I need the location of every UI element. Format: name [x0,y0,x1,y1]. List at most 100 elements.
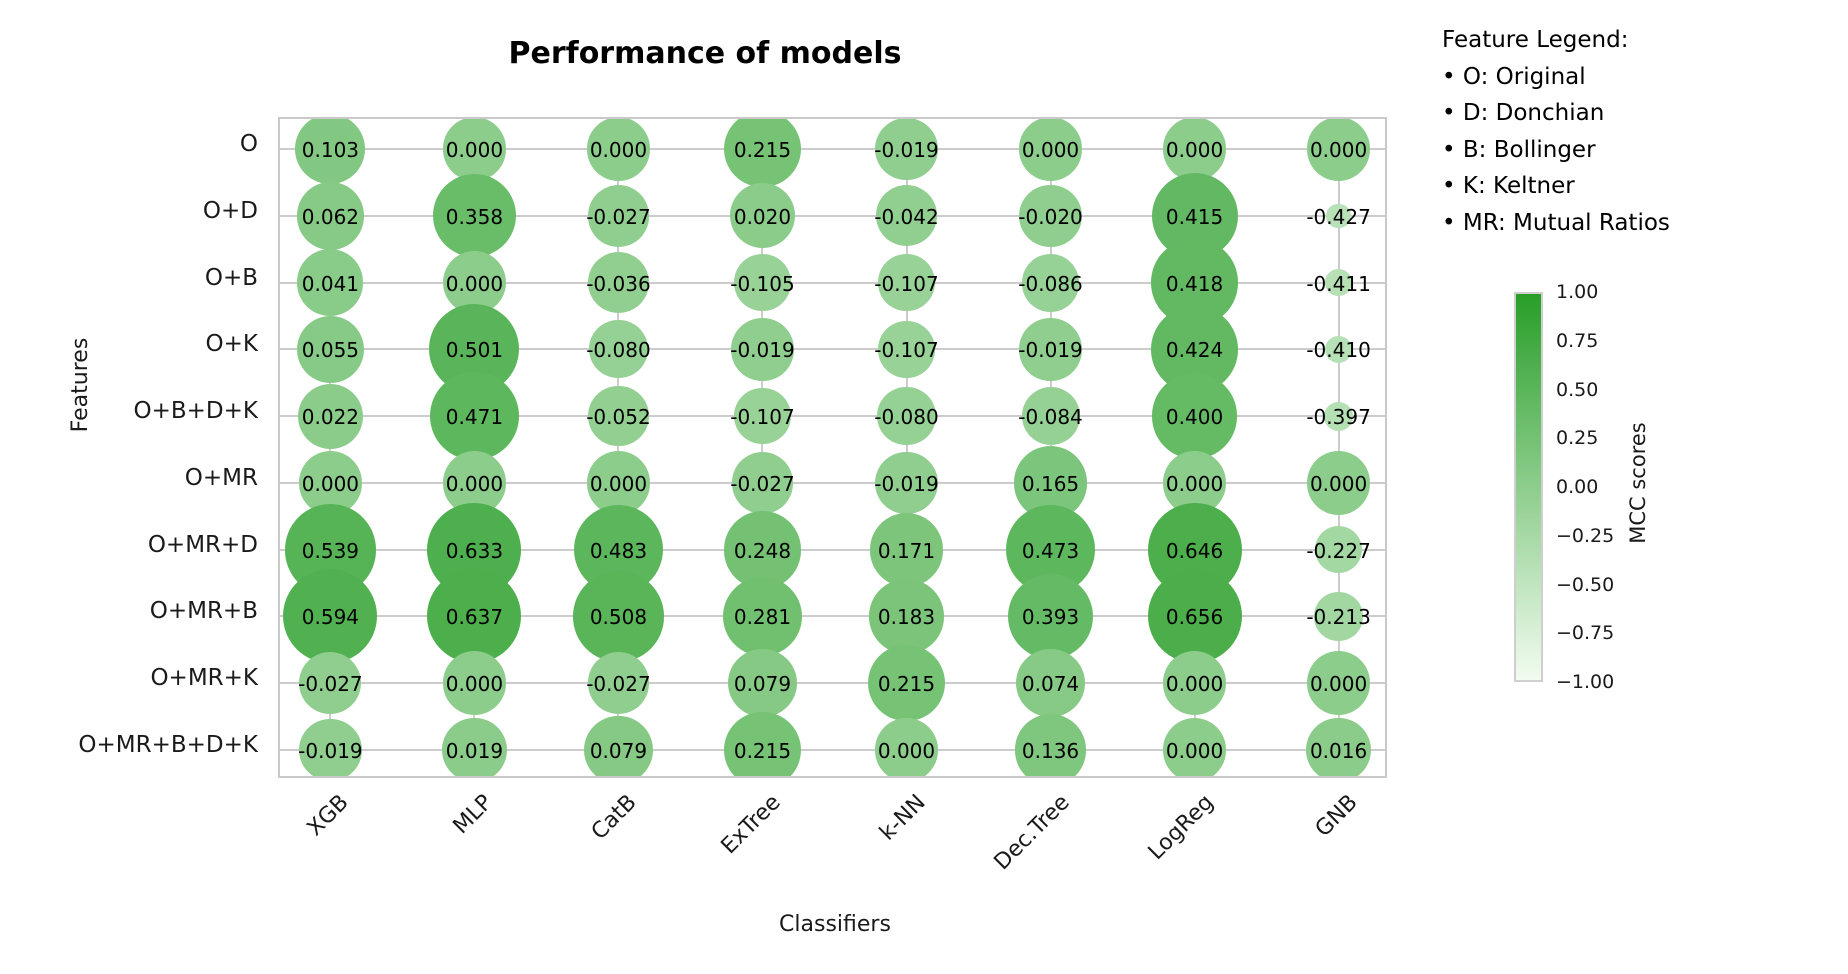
bubble [874,718,939,776]
chart-title: Performance of models [508,36,902,71]
bubble-value: -0.080 [586,338,651,363]
bubble [722,576,803,657]
bubble-value: 0.415 [1165,204,1224,229]
bubble [1306,119,1371,181]
y-tick-label: O+D [202,197,258,224]
bubble [1014,714,1087,776]
bubble-value: 0.000 [445,672,504,697]
bubble-value: -0.105 [730,271,795,296]
bubble-value: 0.000 [1165,471,1224,496]
bubble [878,254,935,311]
bubble-value: 0.022 [301,405,360,430]
bubble [299,718,362,776]
gridline-horizontal [280,615,1385,618]
bubble [442,717,507,776]
bubble-value: 0.424 [1165,338,1224,363]
bubble [295,119,366,184]
bubble-value: -0.086 [1018,271,1083,296]
bubble [427,569,522,664]
bubble [869,512,944,587]
y-tick-label: O+B+D+K [133,398,259,425]
bubble-value: -0.027 [730,471,795,496]
bubble [723,510,802,589]
bubble [1016,649,1085,718]
bubble-value: 0.000 [1021,138,1080,163]
bubble [734,387,791,445]
gridline-horizontal [280,481,1385,484]
bubble [586,119,651,181]
bubble-value: -0.107 [874,338,939,363]
feature-legend-item: • B: Bollinger [1442,136,1596,163]
bubble-value: 0.483 [589,538,648,563]
bubble-value: -0.036 [586,271,651,296]
bubble [1151,373,1238,459]
bubble [728,648,797,718]
colorbar [1514,292,1543,682]
bubble [876,185,937,247]
bubble-value: -0.019 [874,471,939,496]
bubble [1019,184,1082,247]
y-tick-label: O+MR+B [149,598,258,625]
bubble-value: 0.000 [1309,471,1368,496]
bubble [1315,526,1363,574]
gridline-horizontal [280,548,1385,551]
gridline-horizontal [280,214,1385,217]
bubble-value: 0.215 [733,738,792,763]
bubble-value: 0.646 [1165,538,1224,563]
y-tick-label: O+K [205,331,258,358]
bubble-value: 0.358 [445,204,504,229]
bubble-value: 0.041 [301,271,360,296]
bubble [1314,592,1363,641]
gridline-vertical [905,119,908,776]
bubble [724,711,801,776]
y-tick-label: O+MR+K [150,665,258,692]
bubble-value: 0.055 [301,338,360,363]
bubble [1325,269,1352,296]
bubble [297,249,364,316]
bubble-value: 0.248 [733,538,792,563]
bubble-value: 0.000 [445,471,504,496]
bubble-value: 0.539 [301,538,360,563]
bubble-value: -0.427 [1306,204,1371,229]
bubble-value: -0.042 [874,204,939,229]
bubble [1324,401,1354,431]
gridline-horizontal [280,682,1385,685]
bubble-value: -0.213 [1306,605,1371,630]
bubble [297,383,363,449]
bubble-value: -0.019 [730,338,795,363]
gridline-vertical [761,119,764,776]
bubble-value: 0.000 [445,271,504,296]
bubble [442,119,507,181]
gridline-horizontal [280,415,1385,418]
bubble-value: -0.107 [874,271,939,296]
colorbar-tick-label: −0.50 [1556,573,1615,596]
bubble [731,318,794,381]
bubble [869,579,944,654]
bubble [1325,335,1353,363]
bubble [1306,651,1371,715]
bubble [584,715,653,776]
bubble [1162,119,1227,181]
bubble-value: 0.079 [589,738,648,763]
gridline-vertical [617,119,620,776]
bubble-value: 0.000 [589,471,648,496]
feature-legend-item: • MR: Mutual Ratios [1442,209,1670,236]
bubble [1019,318,1082,381]
bubble-value: 0.019 [445,738,504,763]
feature-legend-item: • O: Original [1442,63,1586,90]
bubble-value: 0.418 [1165,271,1224,296]
feature-legend-item: • D: Donchian [1442,100,1605,126]
x-axis-label: Classifiers [779,912,891,937]
feature-legend-item: • K: Keltner [1442,173,1575,199]
bubble-value: -0.027 [298,672,363,697]
bubble-value: 0.000 [1309,672,1368,697]
bubble-value: 0.393 [1021,605,1080,630]
bubble [875,451,938,515]
bubble-value: 0.000 [877,738,936,763]
bubble-value: -0.019 [874,138,939,163]
bubble [589,320,648,379]
bubble [296,315,364,383]
bubble-value: -0.410 [1306,338,1371,363]
bubble-value: 0.400 [1165,405,1224,430]
